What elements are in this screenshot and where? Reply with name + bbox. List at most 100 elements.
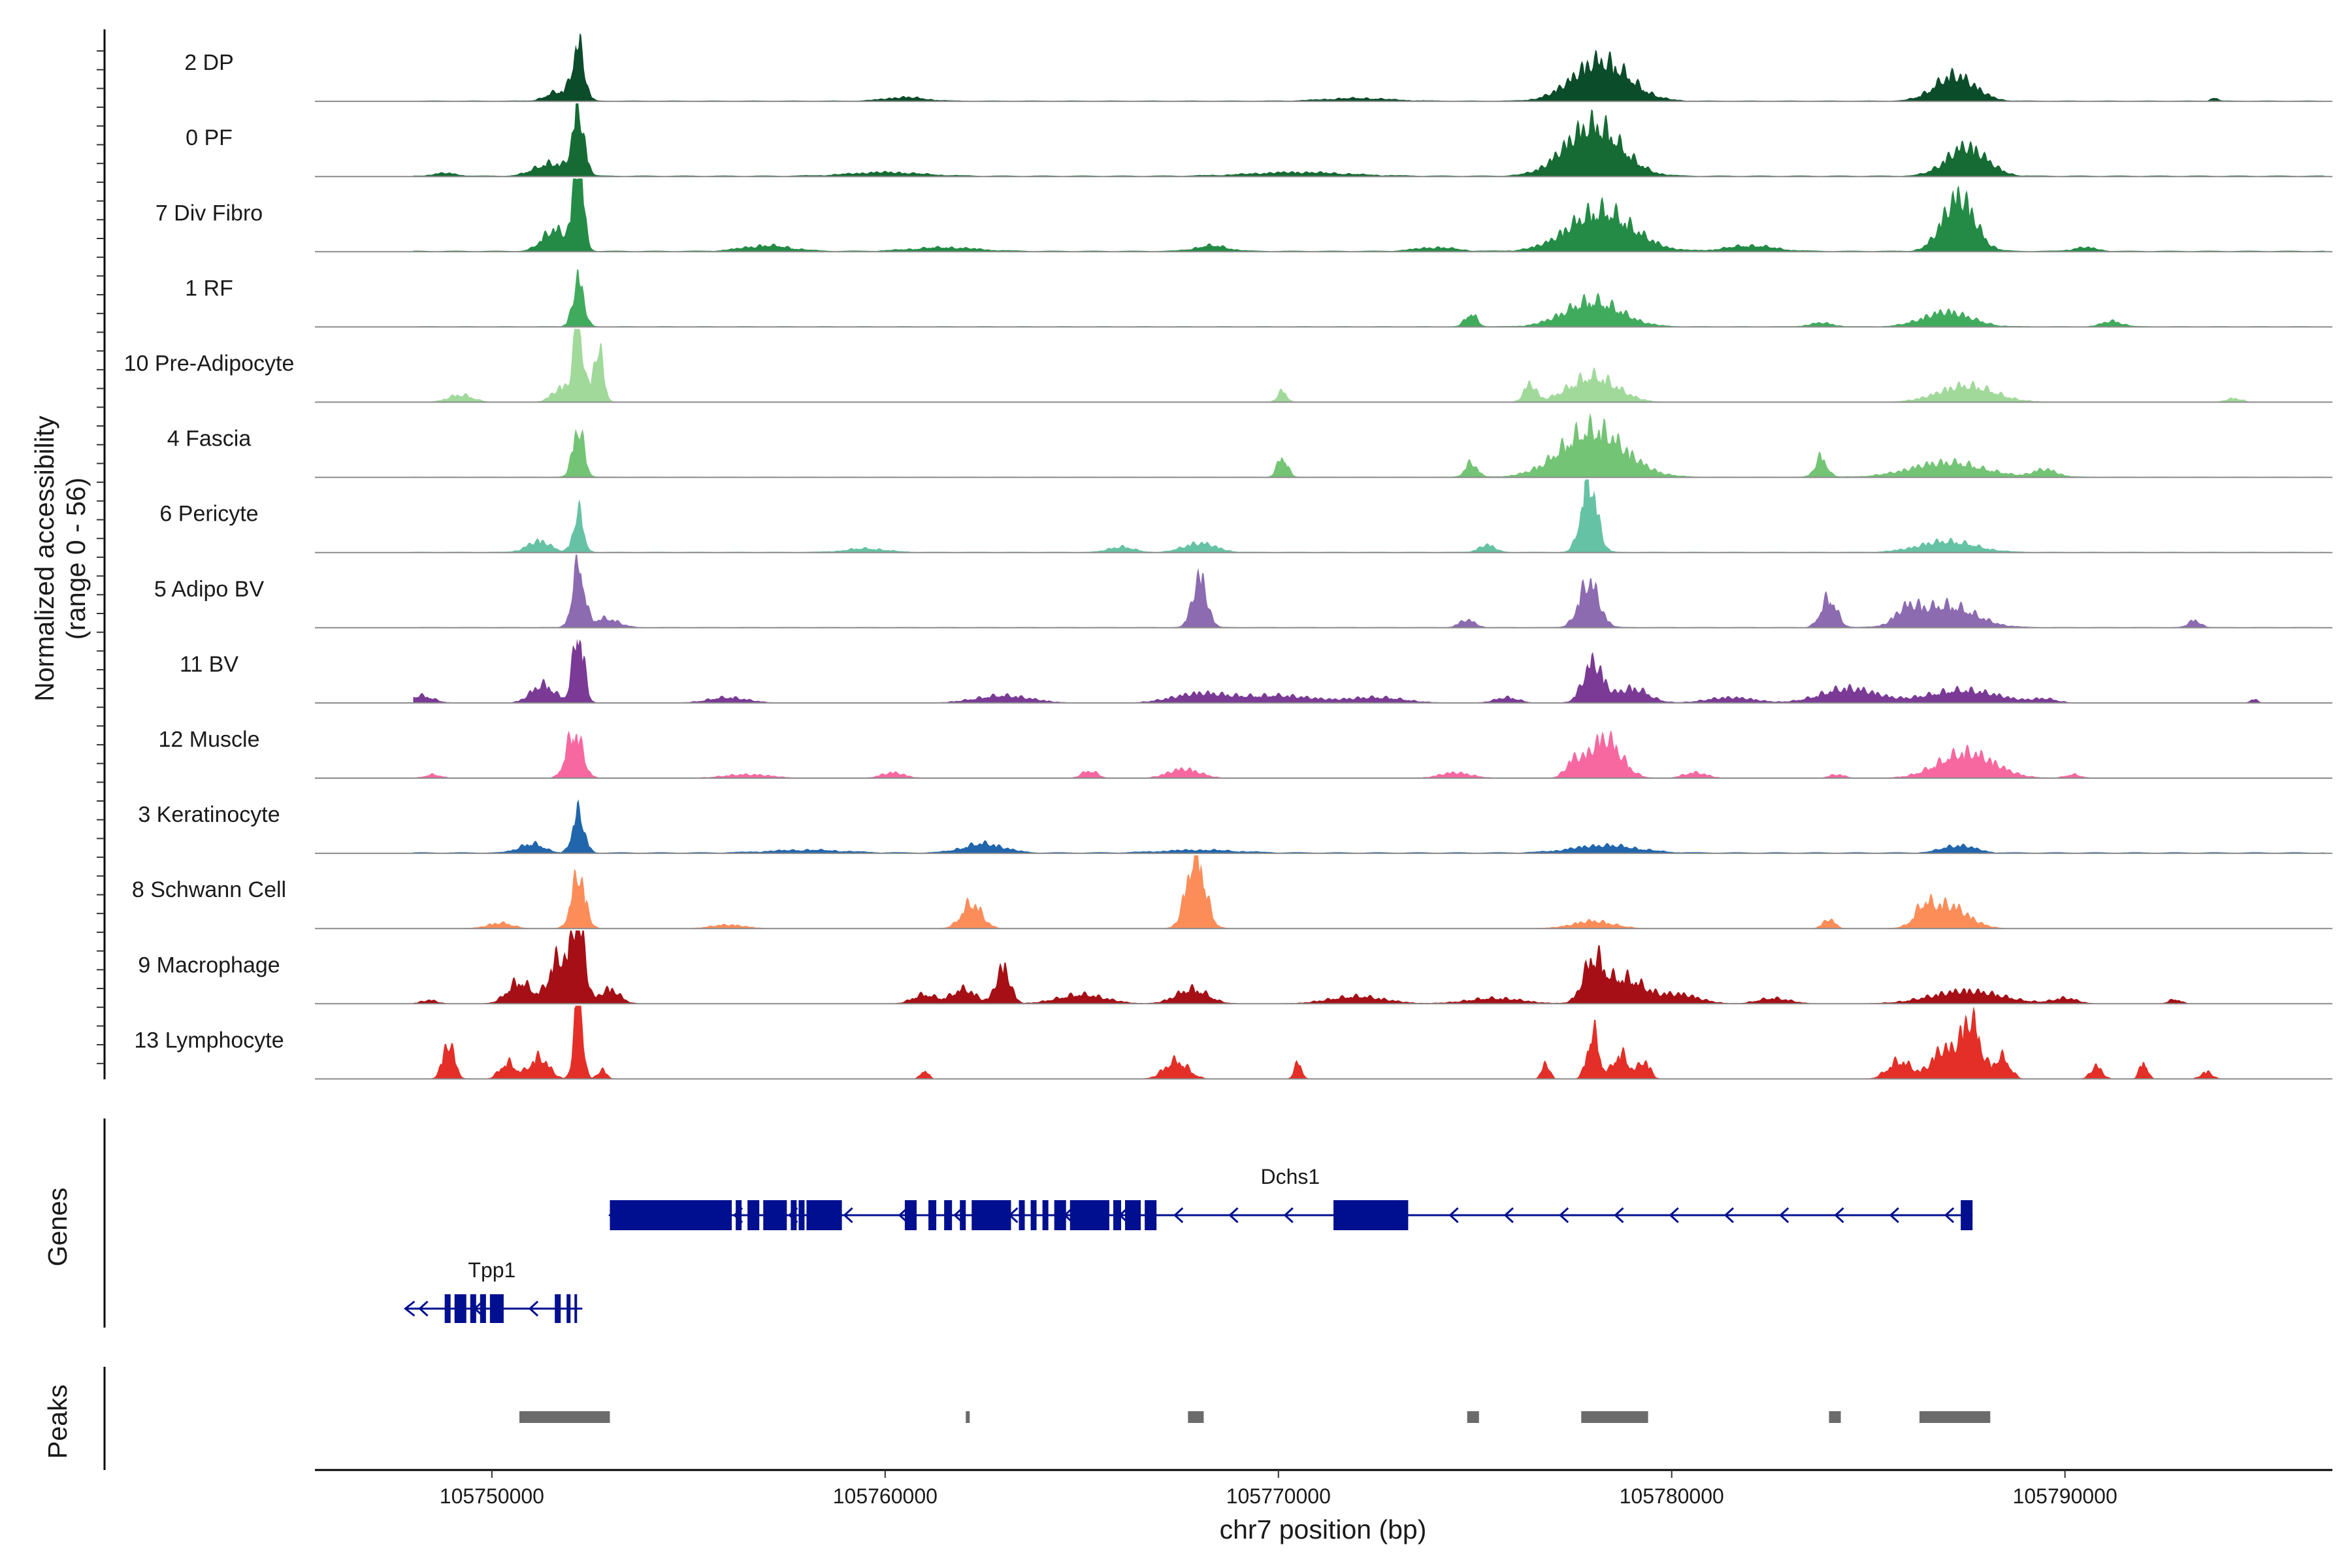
gene-exon: [747, 1200, 760, 1230]
x-tick-label: 105780000: [1620, 1484, 1724, 1508]
gene-exon: [944, 1200, 953, 1230]
genes-panel-label: Genes: [42, 1188, 73, 1267]
track-label: 6 Pericyte: [159, 502, 258, 527]
peaks-panel-label: Peaks: [42, 1384, 73, 1459]
strand-chevron: [1834, 1207, 1844, 1224]
gene-exon: [470, 1294, 476, 1323]
strand-chevron: [1669, 1207, 1679, 1224]
gene-exon: [972, 1200, 1011, 1230]
gene-exon: [1961, 1200, 1973, 1230]
coverage-area: [413, 638, 2325, 703]
gene-exon: [1019, 1200, 1025, 1230]
coverage-area: [413, 269, 2325, 327]
track-label: 13 Lymphocyte: [134, 1028, 284, 1053]
peak-region: [966, 1411, 970, 1423]
coverage-area: [413, 103, 2325, 177]
gene-exon: [1333, 1200, 1409, 1230]
strand-chevron: [1944, 1207, 1955, 1224]
coverage-track: 10 Pre-Adipocyte: [124, 329, 2332, 403]
track-label: 1 RF: [185, 276, 233, 301]
track-label: 4 Fascia: [167, 427, 252, 451]
strand-chevron: [1448, 1207, 1459, 1224]
coverage-track: 7 Div Fibro: [155, 178, 2332, 253]
gene-exon: [1042, 1200, 1049, 1230]
track-label: 5 Adipo BV: [154, 577, 265, 602]
gene-exon: [574, 1294, 578, 1323]
coverage-track: 12 Muscle: [159, 727, 2332, 779]
coverage-tracks: 2 DP 0 PF 7 Div Fibro 1 RF 10 Pre-Adipocyte 4…: [124, 33, 2332, 1080]
gene-exon: [798, 1200, 805, 1230]
strand-chevron: [1614, 1207, 1624, 1224]
track-label: 2 DP: [184, 50, 234, 75]
gene-exon: [1054, 1200, 1066, 1230]
strand-chevron: [1283, 1207, 1294, 1224]
strand-chevron: [1558, 1207, 1569, 1224]
gene-exon: [904, 1200, 917, 1230]
gene-exon: [566, 1294, 571, 1323]
axis-labels: Normalized accessibility (range 0 - 56) …: [29, 416, 1426, 1544]
coverage-area: [413, 413, 2325, 478]
coverage-area: [413, 329, 2325, 402]
gene-exon: [928, 1200, 937, 1230]
coverage-area: [413, 554, 2325, 628]
strand-chevron: [1779, 1207, 1789, 1224]
coverage-track: 5 Adipo BV: [154, 554, 2332, 629]
peak-region: [1829, 1411, 1841, 1423]
gene-label: Tpp1: [468, 1258, 515, 1282]
peak-region: [1581, 1411, 1648, 1423]
gene-exon: [444, 1294, 451, 1323]
peak-track: [519, 1411, 1991, 1423]
panel-frames: [97, 29, 106, 1470]
track-label: 8 Schwann Cell: [132, 877, 286, 902]
coverage-area: [413, 930, 2325, 1004]
coverage-track: 0 PF: [186, 103, 2332, 178]
gene-model: Dchs1: [608, 1165, 1973, 1230]
gene-label: Dchs1: [1260, 1165, 1320, 1188]
gene-exon: [1030, 1200, 1037, 1230]
coverage-area: [413, 178, 2325, 252]
strand-chevron: [953, 1207, 964, 1224]
peak-region: [519, 1411, 610, 1423]
track-label: 3 Keratinocyte: [138, 802, 280, 827]
gene-exon: [454, 1294, 466, 1323]
x-tick-label: 105760000: [833, 1484, 938, 1508]
x-tick-label: 105750000: [440, 1484, 544, 1508]
coverage-track: 1 RF: [185, 269, 2332, 328]
x-tick-label: 105790000: [2013, 1484, 2117, 1508]
track-label: 7 Div Fibro: [155, 201, 263, 225]
gene-exon: [1125, 1200, 1141, 1230]
coverage-area: [413, 33, 2325, 102]
track-label: 11 BV: [180, 652, 238, 677]
x-axis-label: chr7 position (bp): [1220, 1514, 1427, 1544]
coverage-area: [413, 479, 2325, 553]
peak-region: [1188, 1411, 1204, 1423]
coverage-track: 8 Schwann Cell: [132, 855, 2332, 930]
coverage-track: 6 Pericyte: [159, 479, 2332, 553]
coverage-track: 11 BV: [180, 638, 2332, 704]
gene-exon: [1145, 1200, 1157, 1230]
coverage-y-range-label: (range 0 - 56): [61, 478, 91, 640]
track-label: 10 Pre-Adipocyte: [124, 351, 295, 376]
strand-chevron: [1723, 1207, 1735, 1224]
gene-model: Tpp1: [404, 1258, 583, 1323]
coverage-area: [413, 855, 2325, 929]
strand-chevron: [843, 1207, 853, 1224]
gene-exon: [791, 1200, 797, 1230]
coverage-track: 4 Fascia: [167, 413, 2332, 478]
coverage-track: 9 Macrophage: [138, 930, 2332, 1005]
strand-chevron: [418, 1300, 429, 1317]
gene-exon: [555, 1294, 561, 1323]
coverage-area: [413, 1005, 2325, 1079]
gene-exon: [610, 1200, 732, 1230]
coverage-track: 13 Lymphocyte: [134, 1005, 2332, 1080]
gene-track: Dchs1 Tpp1: [404, 1165, 1973, 1323]
strand-arrow: [404, 1300, 416, 1317]
strand-chevron: [1173, 1207, 1184, 1224]
gene-exon: [480, 1294, 486, 1323]
strand-chevron: [1503, 1207, 1514, 1224]
x-axis: 105750000 105760000 105770000 105780000 1057…: [315, 1469, 2332, 1508]
strand-chevron: [898, 1207, 908, 1224]
track-label: 12 Muscle: [159, 727, 260, 752]
